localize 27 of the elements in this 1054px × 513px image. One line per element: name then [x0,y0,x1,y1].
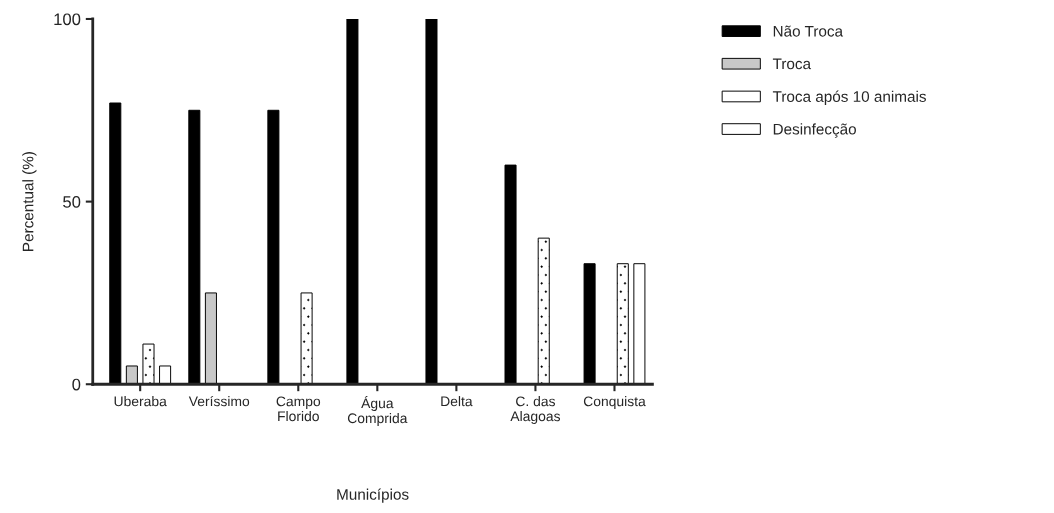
bar [346,18,359,385]
bar [204,292,217,385]
x-axis-title: Municípios [337,488,409,503]
bar [267,109,280,385]
y-tick-label: 100 [54,13,81,26]
bar [425,18,438,385]
legend-label: Troca [772,58,812,70]
y-tick-label: 0 [72,378,81,391]
y-axis-title: Percentual (%) [22,152,37,251]
x-tick-label: Água Comprida [347,396,408,426]
x-tick-label: Delta [441,396,473,407]
bar [125,365,138,385]
bar [188,109,201,385]
x-tick-label: Conquista [583,396,646,409]
x-tick-label: Veríssimo [188,395,250,407]
x-tick-label: Campo Florido [276,396,321,422]
bar [583,263,596,385]
bar [633,263,646,385]
legend-label: Troca após 10 animais [772,90,926,105]
x-tick-label: Uberaba [114,396,167,407]
bar [504,164,517,385]
y-tick-label: 50 [63,196,81,208]
x-tick-label: C. das Alagoas [510,396,561,424]
legend-label: Desinfecção [773,123,856,138]
bar [109,102,122,385]
legend-label: Não Troca [773,25,844,37]
bar [159,365,172,385]
